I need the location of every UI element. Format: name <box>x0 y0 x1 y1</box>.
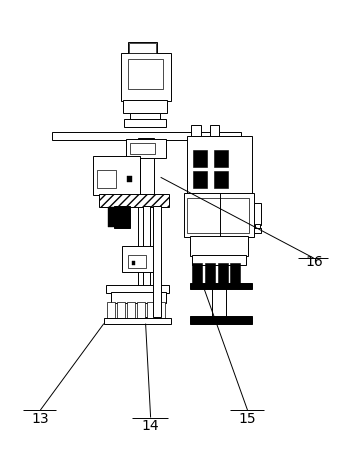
Bar <box>187 136 252 195</box>
Bar <box>190 316 252 324</box>
Bar <box>187 198 249 233</box>
Text: 13: 13 <box>32 412 49 426</box>
Bar <box>193 171 207 188</box>
Bar <box>128 42 157 55</box>
Bar <box>192 255 246 265</box>
Bar <box>117 302 125 319</box>
Text: 16: 16 <box>306 255 323 269</box>
Bar <box>192 263 203 284</box>
Bar <box>153 206 161 317</box>
Bar <box>190 283 252 288</box>
Bar <box>132 261 135 265</box>
Bar <box>104 318 171 324</box>
Bar <box>184 193 254 237</box>
Bar <box>212 288 227 317</box>
Bar <box>129 43 156 53</box>
Bar <box>214 171 228 188</box>
Bar <box>210 125 220 136</box>
Bar <box>230 263 240 284</box>
Bar <box>93 157 140 195</box>
Bar <box>105 285 169 293</box>
Bar <box>128 59 163 89</box>
Bar <box>147 302 155 319</box>
Bar <box>126 139 166 157</box>
Bar <box>52 132 241 140</box>
Bar <box>107 302 115 319</box>
Bar <box>127 302 135 319</box>
Bar <box>114 206 130 228</box>
Text: 15: 15 <box>239 412 256 426</box>
Bar <box>193 150 207 167</box>
Bar <box>128 255 146 268</box>
Bar <box>97 170 116 188</box>
Bar <box>253 228 261 233</box>
Bar <box>124 119 166 127</box>
Bar <box>111 292 166 303</box>
Bar <box>130 113 160 121</box>
Text: 14: 14 <box>142 419 159 433</box>
Bar <box>122 55 136 67</box>
Bar <box>190 236 248 256</box>
Bar <box>138 138 154 317</box>
Bar <box>255 224 260 228</box>
Bar <box>143 206 150 293</box>
Bar <box>122 246 161 272</box>
Bar <box>137 302 145 319</box>
Bar <box>123 100 167 113</box>
Bar <box>253 203 261 225</box>
Bar <box>157 302 165 319</box>
Bar <box>191 125 201 136</box>
Bar <box>127 176 132 182</box>
Bar <box>157 55 170 67</box>
Bar <box>99 194 169 207</box>
Bar <box>130 143 155 154</box>
Bar <box>214 150 228 167</box>
Bar <box>205 263 215 284</box>
Bar <box>108 207 114 227</box>
Bar <box>120 53 171 101</box>
Bar <box>218 263 228 284</box>
